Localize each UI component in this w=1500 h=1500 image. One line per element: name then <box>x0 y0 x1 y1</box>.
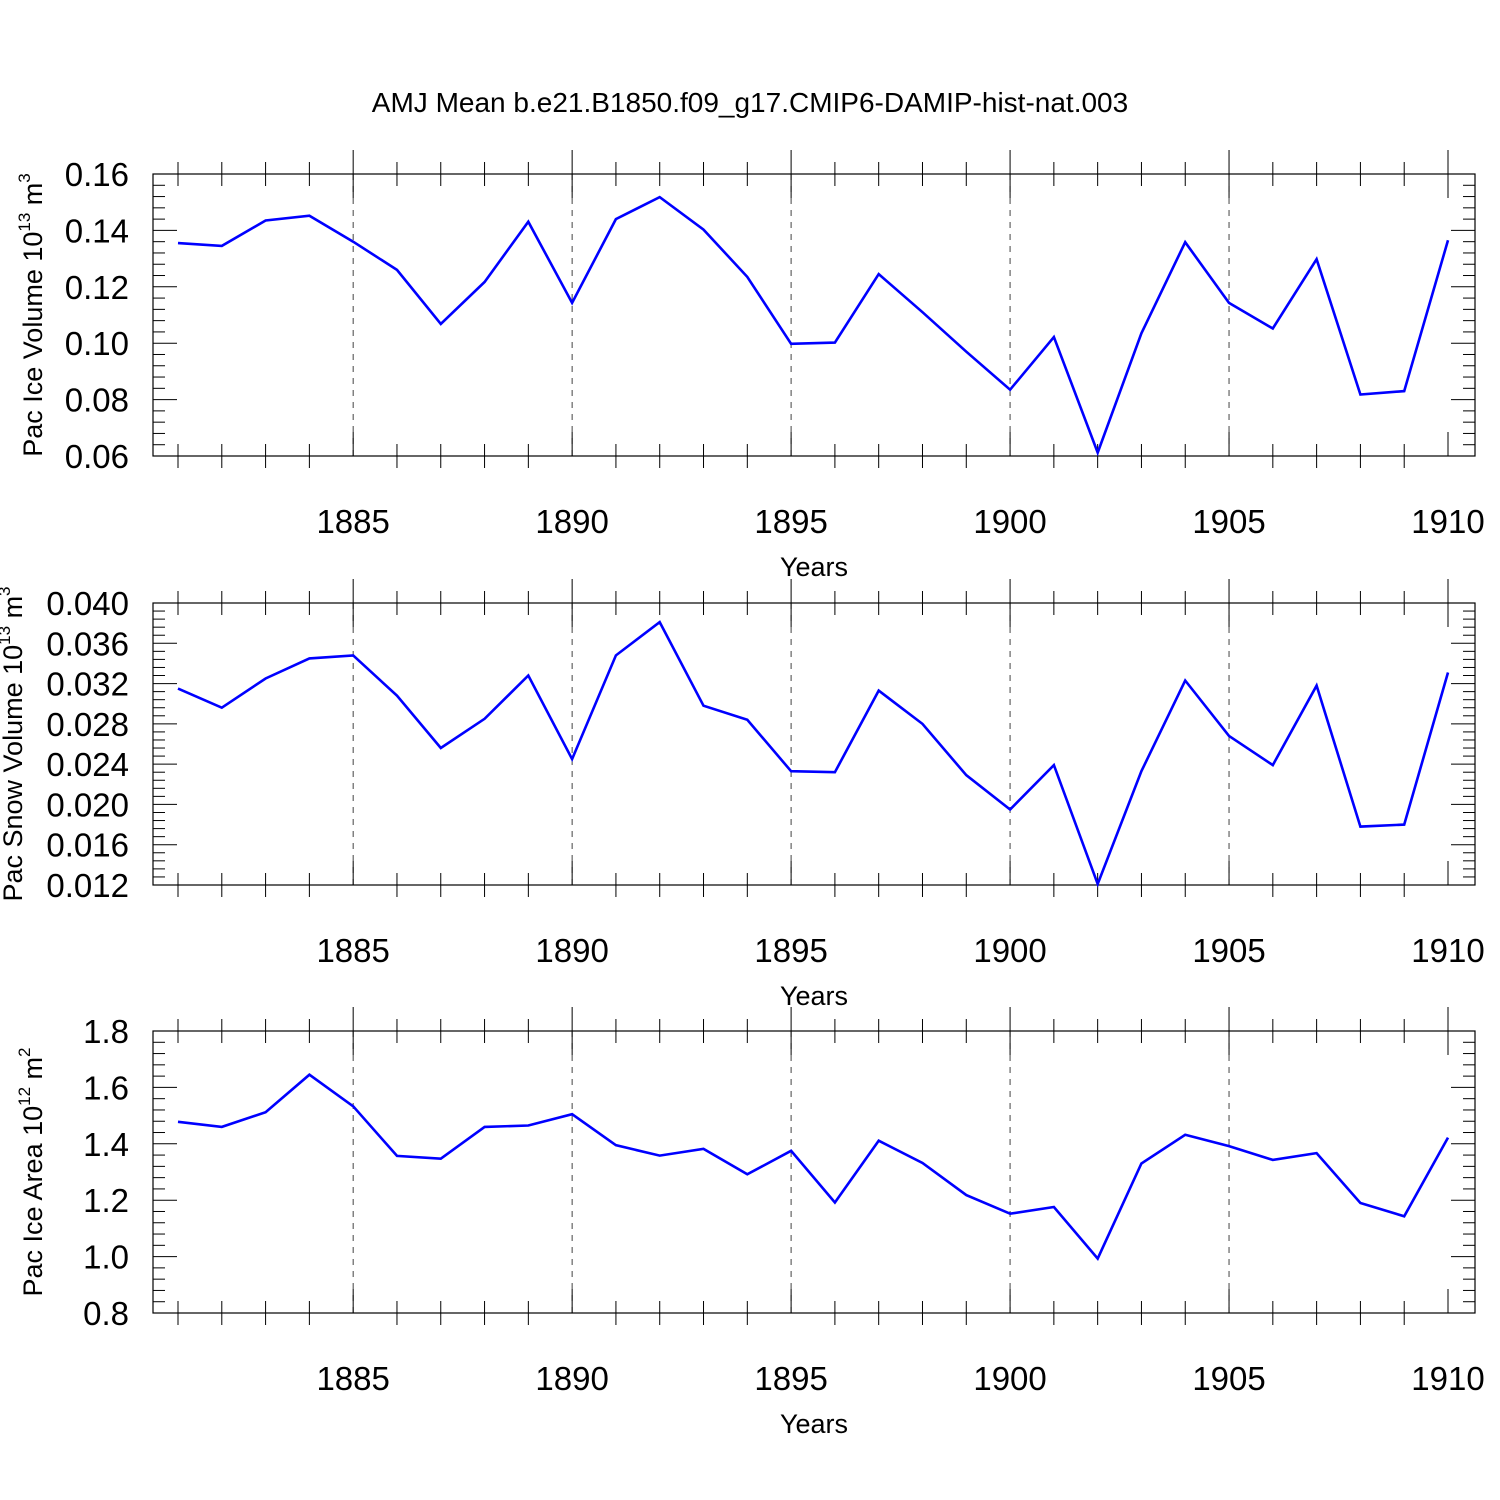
x-tick-label: 1905 <box>1192 503 1265 540</box>
x-tick-label: 1910 <box>1411 1360 1484 1397</box>
x-axis-label: Years <box>780 552 848 582</box>
y-axis-label: Pac Ice Volume 1013 m3 <box>15 173 48 457</box>
y-tick-label: 0.10 <box>65 325 129 362</box>
y-axis-label-ylabel-unit: m <box>18 1057 48 1087</box>
y-tick-label: 0.06 <box>65 438 129 475</box>
chart-panel-2: 1885 1890 1895 1900 1905 19100.0120.0160.0200… <box>0 579 1485 1011</box>
series-line <box>177 1073 1450 1261</box>
y-axis-label-ylabel: Pac Ice Volume 10 <box>18 232 48 457</box>
y-tick-label: 1.0 <box>83 1239 129 1276</box>
y-tick-label: 0.012 <box>46 867 129 904</box>
x-tick-label: 1895 <box>754 503 827 540</box>
x-tick-label: 1905 <box>1192 1360 1265 1397</box>
y-axis-label: Pac Ice Area 1012 m2 <box>15 1047 48 1296</box>
x-tick-label: 1895 <box>754 1360 827 1397</box>
x-axis-label: Years <box>780 1409 848 1439</box>
y-tick-label: 1.6 <box>83 1069 129 1106</box>
y-axis-label-ylabel-unit: m <box>18 183 48 213</box>
x-tick-label: 1900 <box>973 932 1046 969</box>
y-tick-label: 0.8 <box>83 1295 129 1332</box>
x-tick-label: 1890 <box>535 1360 608 1397</box>
y-tick-label: 1.8 <box>83 1013 129 1050</box>
y-axis-label-ylabel-sup: 12 <box>15 1087 34 1106</box>
y-tick-label: 0.028 <box>46 706 129 743</box>
x-tick-label: 1910 <box>1411 932 1484 969</box>
series-line <box>177 620 1450 888</box>
x-tick-label: 1885 <box>316 1360 389 1397</box>
y-axis-label: Pac Snow Volume 1013 m3 <box>0 586 28 901</box>
x-tick-label: 1890 <box>535 503 608 540</box>
y-tick-label: 0.08 <box>65 382 129 419</box>
figure-title: AMJ Mean b.e21.B1850.f09_g17.CMIP6-DAMIP… <box>372 87 1128 118</box>
x-tick-label: 1900 <box>973 1360 1046 1397</box>
plot-frame <box>152 602 1476 886</box>
y-tick-label: 0.14 <box>65 212 129 249</box>
y-axis-label-ylabel-sup: 13 <box>15 213 34 232</box>
y-tick-label: 1.4 <box>83 1126 129 1163</box>
y-tick-label: 0.16 <box>65 156 129 193</box>
y-axis-label-ylabel-unit-sup: 2 <box>15 1047 34 1056</box>
y-axis-label-ylabel-sup: 13 <box>0 626 14 645</box>
plot-frame <box>152 1030 1476 1314</box>
y-axis-label-ylabel-unit-sup: 3 <box>0 586 14 595</box>
chart-panel-1: 1885 1890 1895 1900 1905 1910 0.06 0.08 0.10 0.12… <box>15 150 1485 582</box>
x-tick-label: 1895 <box>754 932 827 969</box>
chart-panel-3: 1885 1890 1895 1900 1905 1910 0.8 1.0 1.2 1.4 1.6 1… <box>15 1007 1485 1439</box>
x-axis-label: Years <box>780 981 848 1011</box>
y-tick-label: 0.032 <box>46 666 129 703</box>
y-axis-label-ylabel: Pac Ice Area 10 <box>18 1106 48 1297</box>
y-axis-label-ylabel-unit: m <box>0 596 28 626</box>
x-tick-label: 1890 <box>535 932 608 969</box>
y-tick-label: 0.12 <box>65 269 129 306</box>
y-axis-label-ylabel-unit-sup: 3 <box>15 173 34 182</box>
y-tick-label: 1.2 <box>83 1182 129 1219</box>
series-line <box>177 195 1450 457</box>
x-tick-label: 1905 <box>1192 932 1265 969</box>
y-tick-label: 0.020 <box>46 786 129 823</box>
y-tick-label: 0.040 <box>46 585 129 622</box>
y-axis-label-ylabel: Pac Snow Volume 10 <box>0 645 28 902</box>
x-tick-label: 1885 <box>316 503 389 540</box>
x-tick-label: 1910 <box>1411 503 1484 540</box>
y-tick-label: 0.016 <box>46 827 129 864</box>
x-tick-label: 1885 <box>316 932 389 969</box>
y-tick-label: 0.036 <box>46 625 129 662</box>
y-tick-label: 0.024 <box>46 746 129 783</box>
x-tick-label: 1900 <box>973 503 1046 540</box>
plot-frame <box>152 173 1476 457</box>
